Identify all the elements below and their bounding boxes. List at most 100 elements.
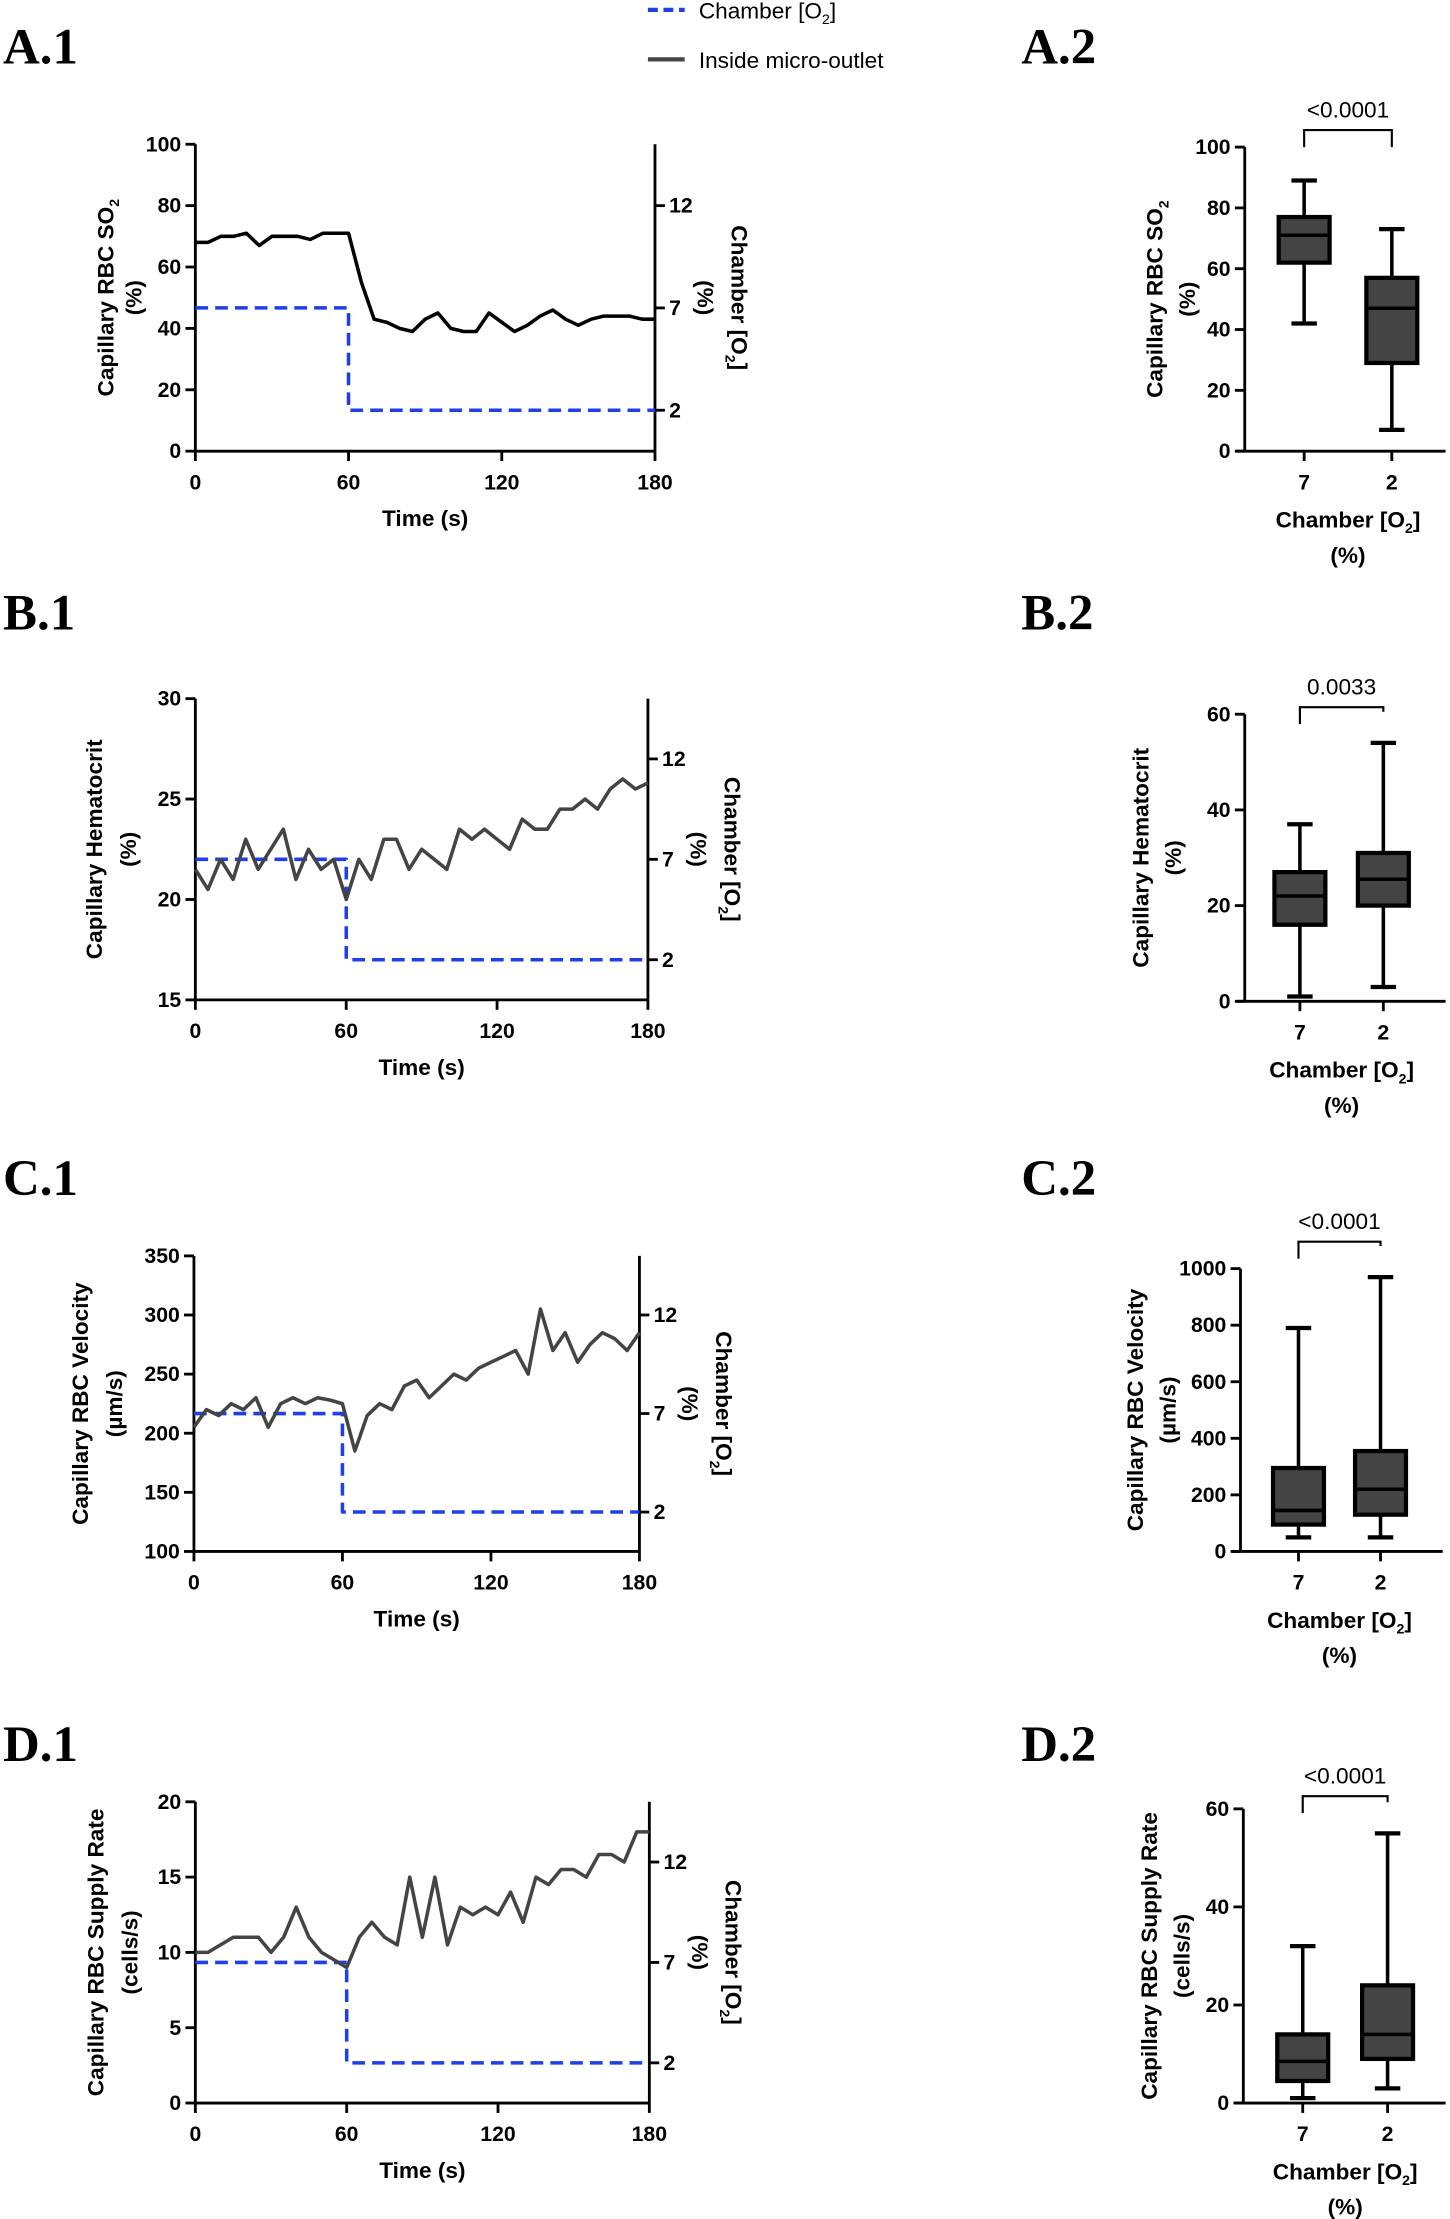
x-tick-label: 0: [189, 1020, 201, 1043]
y2-axis-units: (%): [687, 1935, 712, 1970]
y-axis-title-text: Capillary RBC Supply Rate: [1137, 1812, 1162, 2100]
y-axis-title-subscript: 2: [106, 199, 122, 207]
y-tick-label: 25: [158, 788, 182, 811]
y-tick-label: 300: [144, 1304, 179, 1327]
y-axis-title: Capillary Hematocrit: [82, 739, 107, 959]
x-tick-label: 0: [189, 471, 201, 494]
y2-tick-label: 12: [654, 1304, 678, 1327]
y-axis-title: Capillary RBC SO2: [1143, 200, 1172, 398]
y2-tick-label: 12: [662, 748, 686, 771]
x-axis-title: Chamber [O2]: [1273, 2159, 1418, 2188]
series-chamber-o2-line: [195, 306, 655, 413]
y-axis-title: Capillary RBC Velocity: [1123, 1288, 1148, 1531]
x-tick-label: 180: [632, 2123, 667, 2146]
box-2: 2: [1352, 1274, 1409, 1595]
y2-axis-title-text: Chamber [O: [719, 777, 744, 906]
y2-axis-title: Chamber [O2]: [717, 1880, 746, 2025]
box-iqr: [1275, 2032, 1331, 2084]
box-iqr: [1352, 1448, 1409, 1517]
y-tick-label: 150: [144, 1481, 179, 1504]
y-axis-title-subscript: 2: [1155, 200, 1171, 208]
y-axis-title-text: Capillary RBC SO: [93, 207, 118, 397]
x-axis-units: (%): [1322, 1643, 1357, 1668]
y2-axis-title: Chamber [O2]: [723, 225, 752, 370]
x-axis-title-text: Chamber [O: [1269, 1058, 1398, 1083]
y2-axis-title-text: Chamber [O: [726, 225, 751, 354]
y-tick-label: 40: [1207, 319, 1231, 342]
panel-label: C.1: [3, 1151, 78, 1207]
y2-axis-title-text: Chamber [O: [721, 1880, 746, 2009]
y2-axis-title-subscript: 2: [707, 1461, 723, 1469]
chart-c-1: C.1 100 150 200 250 300 350 Capillary RBC Veloc…: [3, 1151, 736, 1631]
x-tick-label: 120: [484, 471, 519, 494]
y2-tick-label: 2: [654, 1501, 666, 1524]
y-axis-units: (cells/s): [117, 1910, 142, 1994]
box-2: 2: [1355, 740, 1411, 1044]
y-tick-label: 40: [1206, 1896, 1230, 1919]
y2-axis-title-text: Chamber [O: [711, 1331, 736, 1460]
x-axis-title-subscript: 2: [1405, 520, 1413, 536]
y-axis-title: Capillary RBC Supply Rate: [1137, 1812, 1162, 2100]
box-7: 7: [1270, 1325, 1327, 1595]
legend-label: Chamber [O2]: [699, 0, 836, 27]
y-tick-label: 350: [144, 1245, 179, 1268]
series-inside-micro-outlet-line: [193, 777, 649, 902]
panel-label: D.1: [3, 1717, 78, 1773]
x-axis-units: (%): [1328, 2195, 1363, 2219]
chart-b-1: B.1 15 20 25 30 Capillary Hematocrit (%) 0 60 120…: [3, 585, 744, 1079]
series-chamber-o2-line: [193, 1411, 640, 1514]
x-tick-label: 7: [1297, 2123, 1309, 2146]
y-axis-units: (%): [1161, 840, 1186, 875]
x-axis-title-subscript: 2: [1397, 1620, 1405, 1636]
series-inside-micro-outlet-line: [192, 1307, 641, 1453]
y2-tick-label: 12: [663, 1851, 687, 1874]
legend-label-text: Chamber [O: [699, 0, 822, 23]
y-axis-title-text: Capillary RBC Supply Rate: [83, 1809, 108, 2097]
p-value-label: <0.0001: [1307, 97, 1389, 122]
x-tick-label: 0: [189, 2123, 201, 2146]
y2-axis-units: (%): [692, 280, 717, 315]
y-tick-label: 100: [146, 133, 181, 156]
y2-axis-title-text-end: ]: [719, 914, 744, 922]
legend: Chamber [O2] Inside micro-outlet: [647, 0, 884, 73]
y-tick-label: 40: [158, 317, 182, 340]
x-axis-title-subscript: 2: [1399, 1070, 1407, 1086]
legend-item-chamber-o2: Chamber [O2]: [647, 0, 836, 27]
y-axis-units: (µm/s): [102, 1370, 127, 1437]
legend-label: Inside micro-outlet: [699, 48, 884, 73]
p-value-label: <0.0001: [1304, 1763, 1386, 1788]
y-tick-label: 10: [158, 1941, 182, 1964]
x-axis-title: Chamber [O2]: [1276, 508, 1421, 537]
y-tick-label: 0: [1219, 440, 1231, 463]
x-axis-title-text: Chamber [O: [1273, 2159, 1402, 2184]
y-tick-label: 200: [1191, 1484, 1226, 1507]
y-axis-title-text: Capillary RBC SO: [1143, 208, 1168, 398]
y-axis-units: (%): [122, 280, 147, 315]
y-tick-label: 80: [158, 195, 182, 218]
series-inside-micro-outlet-line: [195, 1830, 650, 1970]
y-tick-label: 0: [1217, 2092, 1229, 2115]
y-tick-label: 60: [158, 256, 182, 279]
x-tick-label: 7: [1298, 471, 1310, 494]
y2-tick-label: 7: [654, 1403, 666, 1426]
y2-tick-label: 7: [662, 848, 674, 871]
y2-axis-units: (%): [677, 1386, 702, 1421]
significance-bracket: [1303, 129, 1393, 148]
box-iqr: [1364, 275, 1420, 366]
y-tick-label: 800: [1191, 1314, 1226, 1337]
panel-label: B.2: [1021, 585, 1093, 641]
panel-label: D.2: [1021, 1717, 1096, 1773]
significance-bracket: [1297, 1240, 1382, 1259]
x-tick-label: 180: [630, 1020, 665, 1043]
x-tick-label: 60: [335, 2123, 359, 2146]
x-tick-label: 120: [473, 1572, 508, 1595]
x-tick-label: 60: [334, 1020, 358, 1043]
y-axis-title: Capillary RBC Supply Rate: [83, 1809, 108, 2097]
box-iqr: [1360, 1983, 1416, 2062]
series-inside-micro-outlet-line: [195, 231, 655, 334]
legend-label-subscript: 2: [822, 11, 830, 27]
